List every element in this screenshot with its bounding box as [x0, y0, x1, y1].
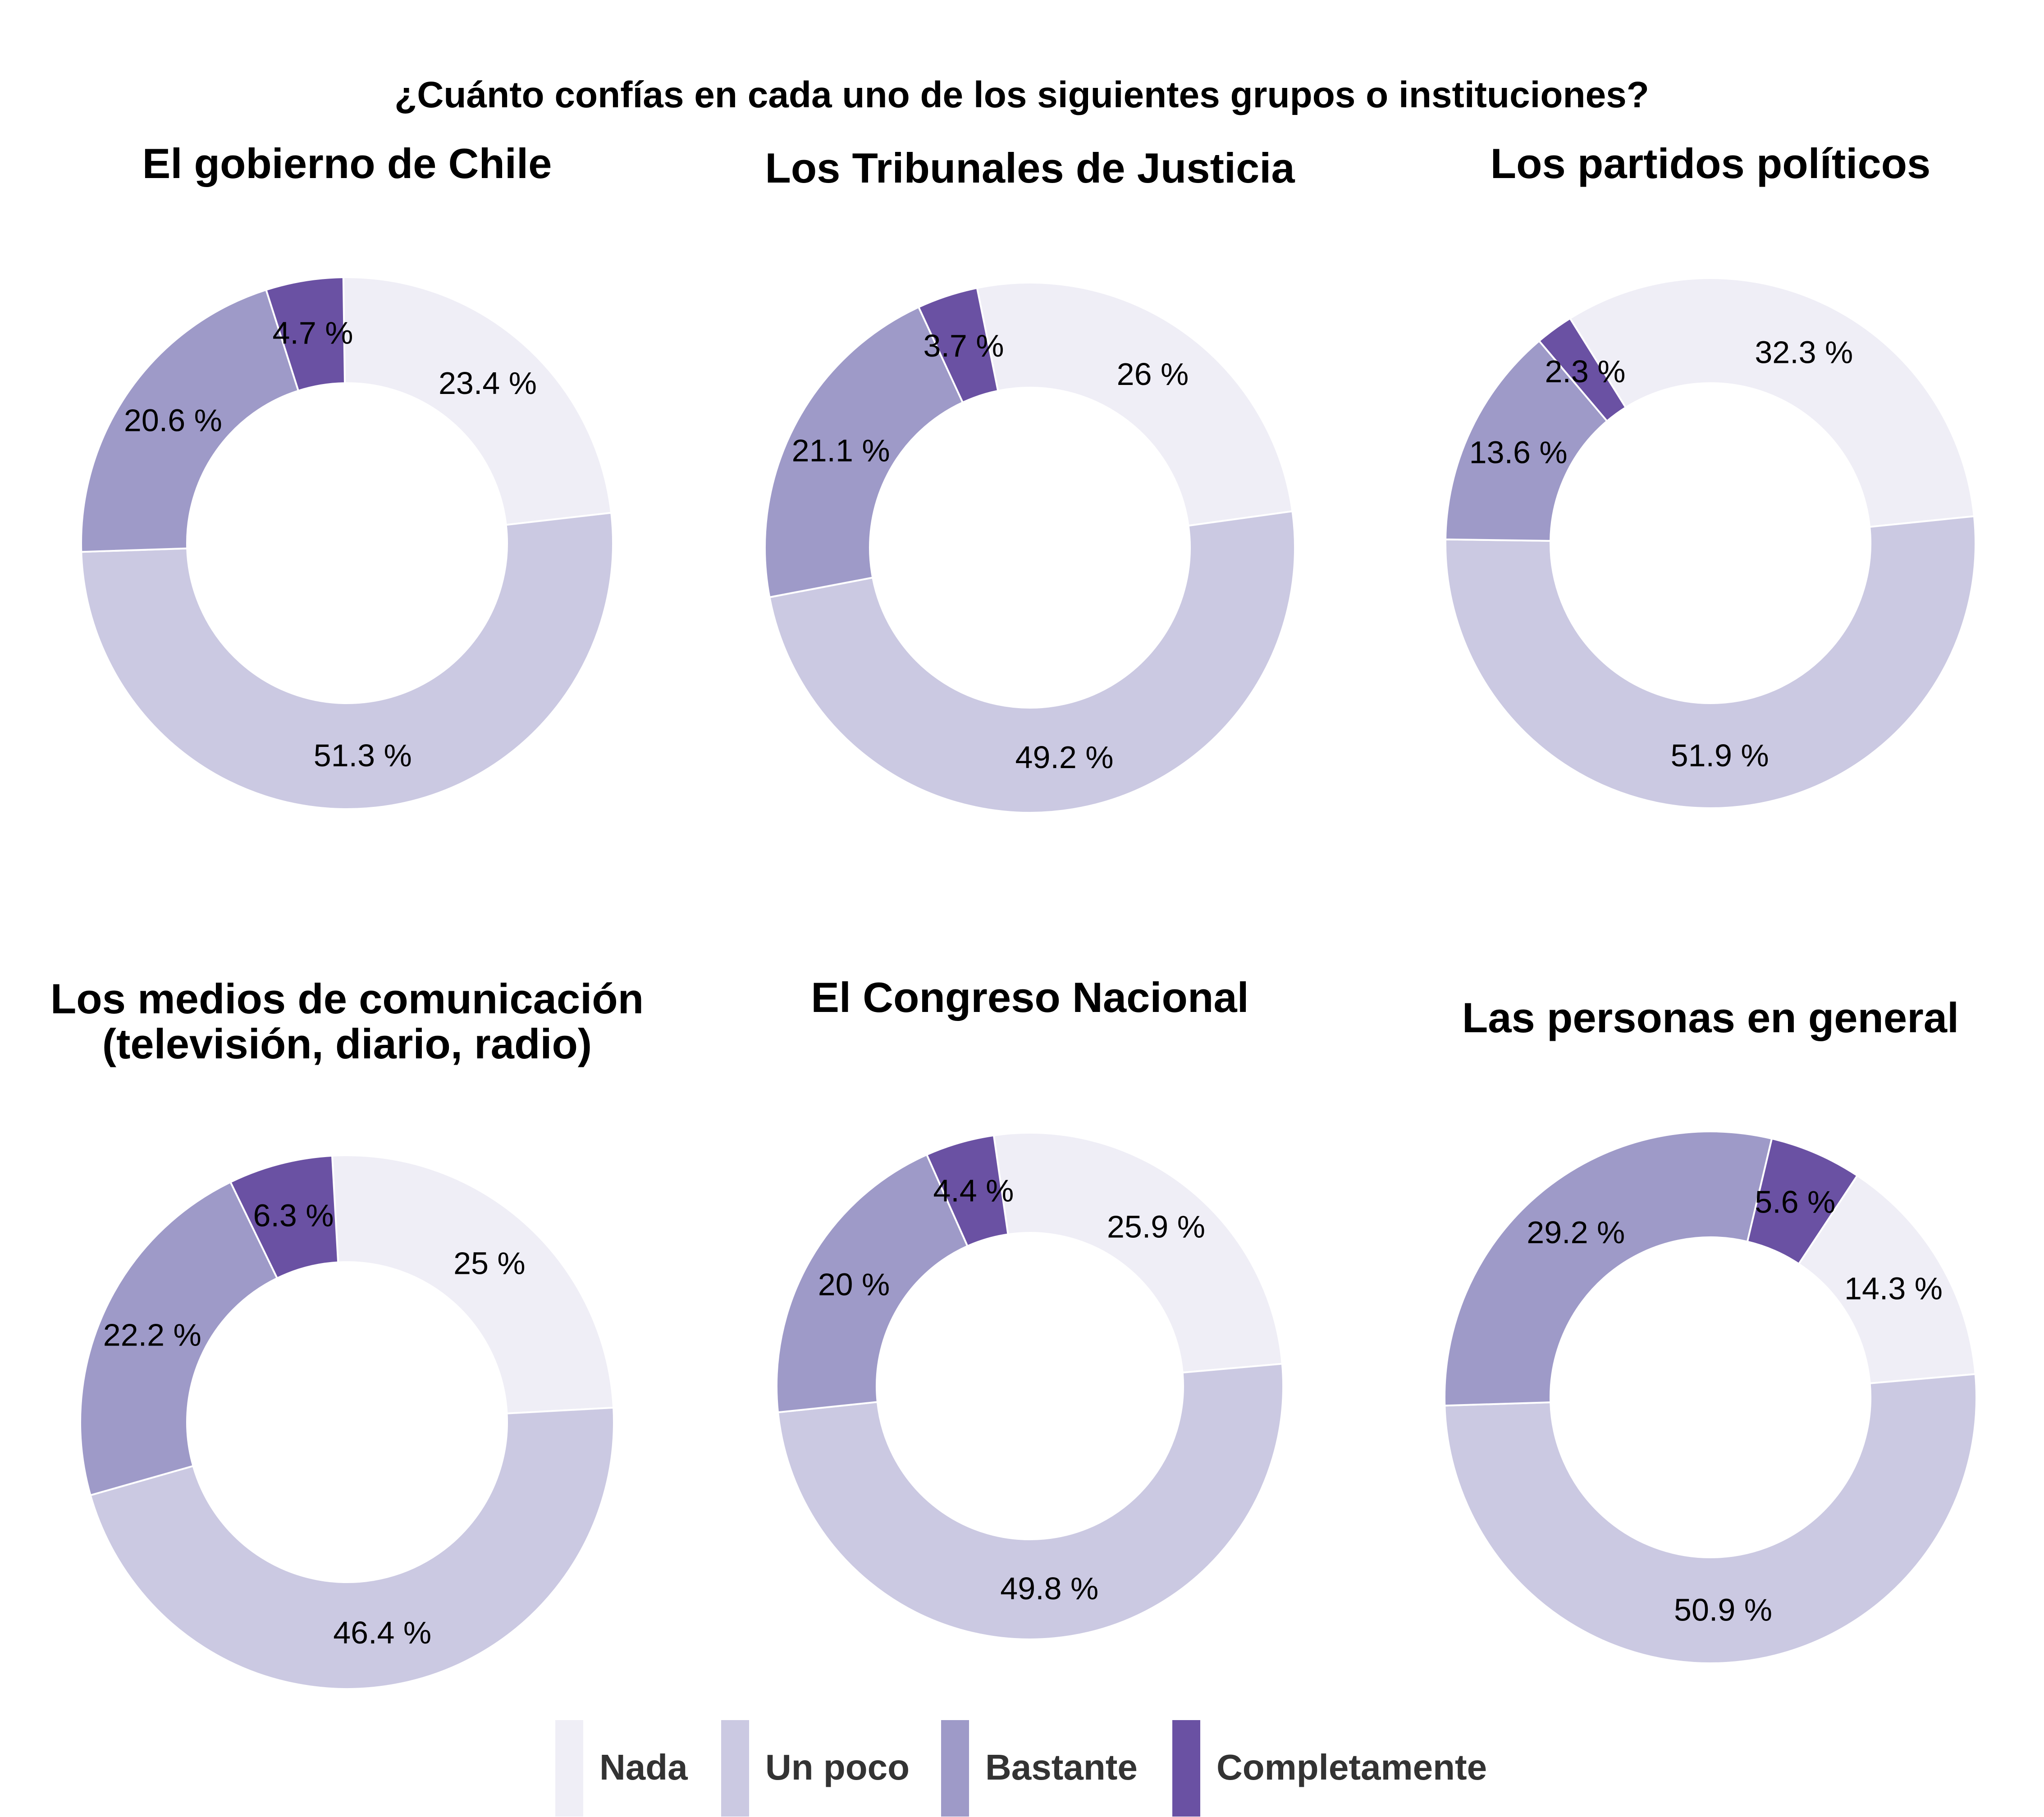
- slice-nada: [992, 1132, 1283, 1374]
- slice-un-poco: [89, 1406, 615, 1690]
- legend-swatch-nada: [555, 1720, 583, 1817]
- slice-label-bastante: 20 %: [818, 1267, 890, 1302]
- slice-bastante: [79, 1181, 279, 1497]
- slice-un-poco: [80, 512, 614, 810]
- slice-label-nada: 25.9 %: [1107, 1209, 1205, 1244]
- slice-bastante: [1445, 339, 1609, 542]
- slice-label-completamente: 4.7 %: [272, 316, 353, 351]
- slice-nada: [342, 276, 613, 526]
- legend-item-completamente: Completamente: [1172, 1720, 1487, 1817]
- slice-label-bastante: 20.6 %: [124, 403, 222, 438]
- slice-completamente: [1746, 1137, 1859, 1265]
- slice-completamente: [917, 287, 999, 404]
- donut-el-gobierno-de-chile: El gobierno de Chile 23.4 % 51.3 % 20.6 % 4.…: [80, 140, 614, 810]
- legend-swatch-completamente: [1172, 1720, 1200, 1817]
- donut-panels: El gobierno de Chile 23.4 % 51.3 % 20.6 % 4.…: [50, 140, 1977, 1690]
- slice-label-nada: 23.4 %: [439, 366, 537, 401]
- slice-label-un-poco: 49.2 %: [1015, 740, 1114, 775]
- legend-swatch-un-poco: [721, 1720, 749, 1817]
- panel-title: El gobierno de Chile: [142, 140, 552, 187]
- slice-label-nada: 25 %: [453, 1245, 526, 1281]
- slice-bastante: [776, 1153, 969, 1414]
- legend-label-completamente: Completamente: [1216, 1747, 1487, 1787]
- slice-un-poco: [777, 1363, 1284, 1641]
- donut-el-congreso-nacional: El Congreso Nacional 25.9 % 49.8 % 20 % 4.4 …: [776, 974, 1284, 1641]
- slice-nada: [976, 282, 1294, 527]
- legend-item-nada: Nada: [555, 1720, 688, 1817]
- legend-item-bastante: Bastante: [941, 1720, 1138, 1817]
- legend-label-un-poco: Un poco: [765, 1747, 910, 1787]
- panel-title: Los Tribunales de Justicia: [765, 144, 1295, 192]
- panel-title: Las personas en general: [1462, 994, 1959, 1041]
- legend-swatch-bastante: [941, 1720, 969, 1817]
- legend: Nada Un poco Bastante Completamente: [555, 1720, 1487, 1817]
- donut-las-personas-en-general: Las personas en general 14.3 % 50.9 % 29.2 …: [1443, 994, 1977, 1664]
- slice-label-bastante: 21.1 %: [792, 433, 890, 468]
- slice-label-un-poco: 51.3 %: [314, 738, 412, 773]
- donut-los-partidos-politicos: Los partidos políticos 32.3 % 51.9 % 13.6 %…: [1445, 140, 1976, 810]
- slice-label-bastante: 29.2 %: [1527, 1215, 1625, 1250]
- slice-label-bastante: 13.6 %: [1469, 435, 1568, 470]
- slice-completamente: [1538, 317, 1627, 422]
- slice-nada: [1568, 277, 1975, 528]
- slice-label-completamente: 3.7 %: [924, 328, 1004, 363]
- panel-title: El Congreso Nacional: [811, 974, 1249, 1021]
- slice-label-completamente: 2.3 %: [1545, 354, 1625, 389]
- slice-bastante: [764, 306, 964, 599]
- chart-title: ¿Cuánto confías en cada uno de los sigui…: [394, 74, 1649, 115]
- slice-un-poco: [1445, 515, 1976, 810]
- slice-label-un-poco: 50.9 %: [1674, 1593, 1772, 1628]
- slice-label-completamente: 5.6 %: [1755, 1184, 1835, 1219]
- slice-nada: [331, 1154, 615, 1414]
- panel-title: (televisión, diario, radio): [102, 1020, 592, 1067]
- slice-label-un-poco: 46.4 %: [333, 1615, 431, 1650]
- slice-label-nada: 26 %: [1117, 357, 1189, 392]
- slice-label-nada: 14.3 %: [1844, 1271, 1943, 1306]
- slice-bastante: [1443, 1130, 1773, 1407]
- legend-label-bastante: Bastante: [985, 1747, 1138, 1787]
- legend-item-un-poco: Un poco: [721, 1720, 910, 1817]
- donut-los-medios-de-comunicacion: Los medios de comunicación(televisión, d…: [50, 975, 644, 1690]
- slice-label-bastante: 22.2 %: [103, 1318, 201, 1353]
- slice-completamente: [265, 276, 346, 392]
- slice-label-completamente: 6.3 %: [253, 1198, 334, 1233]
- slice-label-completamente: 4.4 %: [933, 1173, 1014, 1208]
- legend-label-nada: Nada: [599, 1747, 688, 1787]
- slice-un-poco: [1444, 1373, 1977, 1664]
- slice-label-un-poco: 49.8 %: [1000, 1571, 1098, 1606]
- panel-title: Los partidos políticos: [1491, 140, 1931, 187]
- slice-completamente: [229, 1154, 339, 1280]
- slice-bastante: [80, 288, 300, 553]
- slice-un-poco: [768, 510, 1296, 814]
- slice-nada: [1797, 1174, 1976, 1385]
- donut-los-tribunales-de-justicia: Los Tribunales de Justicia 26 % 49.2 % 21.1…: [764, 144, 1296, 814]
- slice-completamente: [925, 1134, 1009, 1248]
- slice-label-nada: 32.3 %: [1755, 335, 1853, 370]
- panel-title: Los medios de comunicación: [50, 975, 644, 1022]
- slice-label-un-poco: 51.9 %: [1671, 738, 1769, 773]
